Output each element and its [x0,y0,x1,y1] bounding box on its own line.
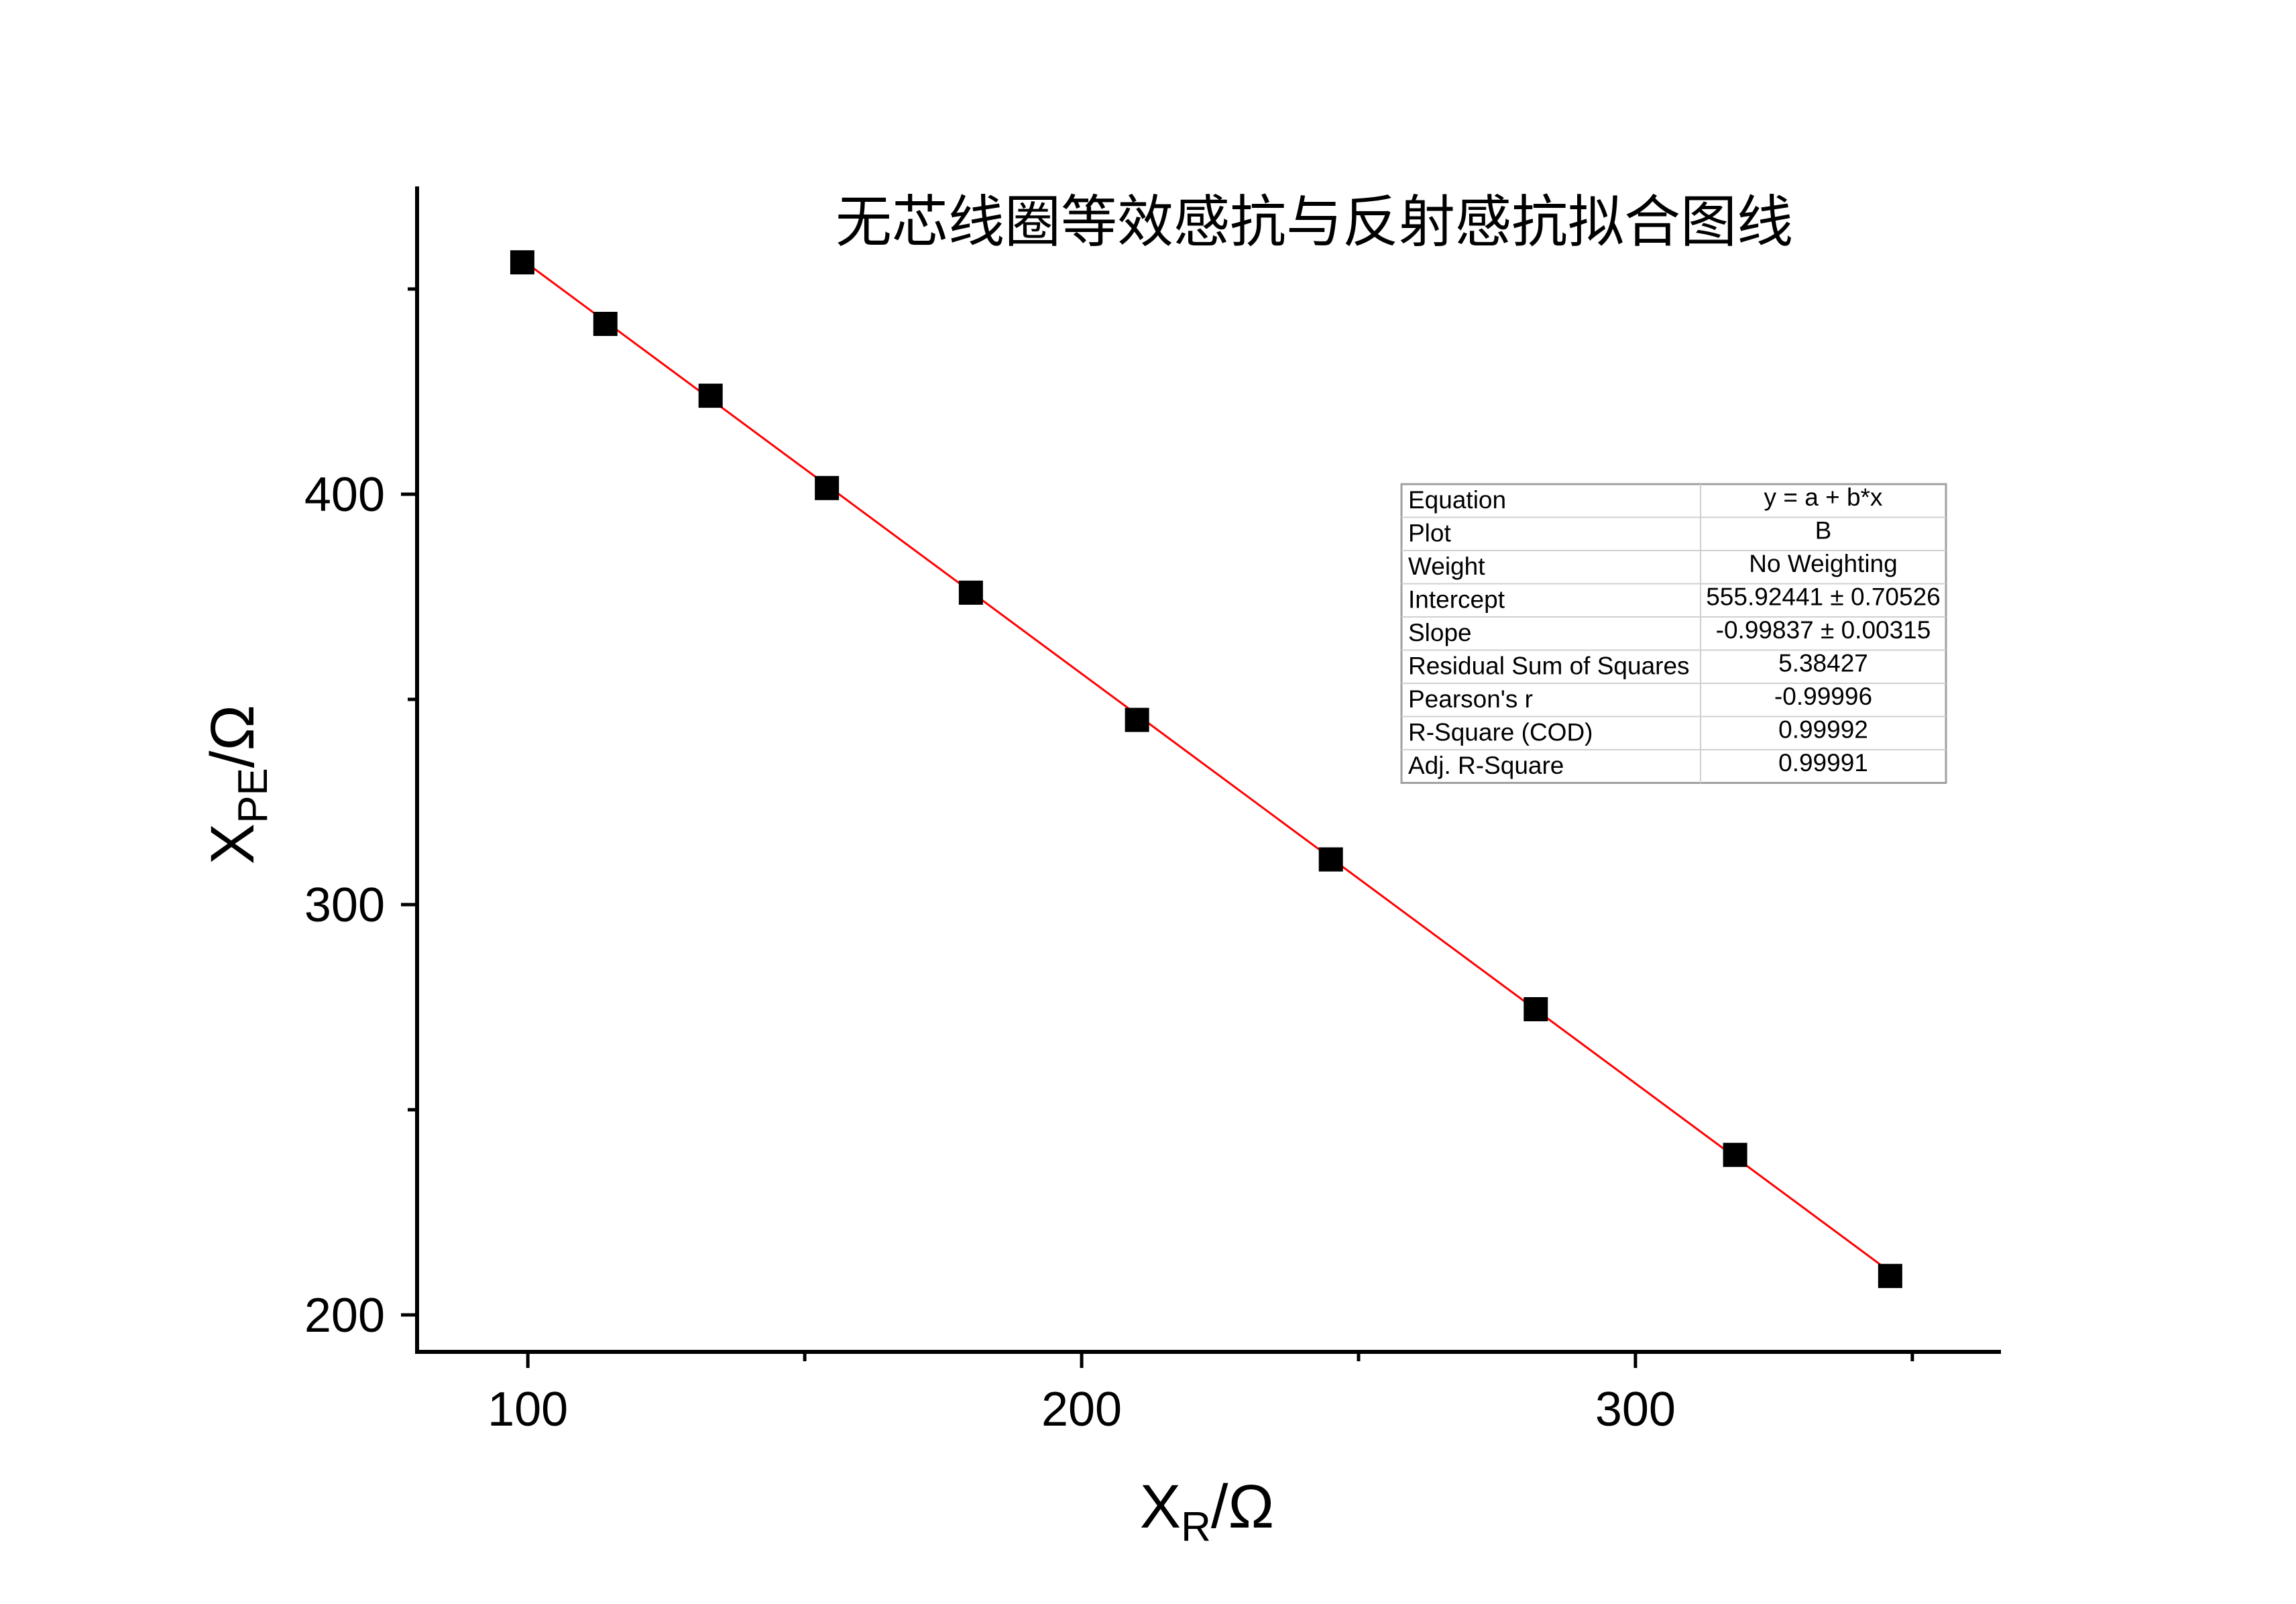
stats-value: B [1815,517,1832,545]
y-axis-title-unit: /Ω [198,705,267,768]
x-tick-label: 100 [487,1383,568,1436]
data-point [510,250,534,275]
x-tick-label: 200 [1041,1383,1122,1436]
stats-table-frame [1400,483,1947,784]
data-point [1878,1263,1902,1288]
y-tick-label: 300 [304,878,385,932]
x-axis-title-unit: /Ω [1211,1473,1274,1541]
stats-label: Weight [1408,553,1485,580]
x-axis-title-sub: R [1181,1504,1211,1550]
data-point [1723,1143,1747,1167]
fit-line [522,259,1891,1273]
stats-value: 5.38427 [1778,650,1868,677]
y-axis-title-sub: PE [230,768,276,823]
y-tick-label: 200 [304,1289,385,1342]
stats-value: 555.92441 ± 0.70526 [1706,583,1941,611]
stats-value: y = a + b*x [1764,483,1883,511]
x-tick-label: 300 [1595,1383,1676,1436]
data-point [958,580,983,605]
stats-value: No Weighting [1749,550,1897,577]
x-axis-title-main: X [1140,1473,1181,1541]
stats-label: R-Square (COD) [1408,719,1593,746]
data-point [1524,997,1548,1022]
stats-label: Slope [1408,619,1472,646]
chart-title: 无芯线圈等效感抗与反射感抗拟合图线 [836,189,1793,255]
stats-label: Pearson's r [1408,685,1533,713]
y-axis-title-main: X [198,823,267,864]
stats-label: Plot [1408,520,1451,547]
stats-value: 0.99991 [1778,749,1868,777]
data-point [1125,707,1149,732]
stats-label: Adj. R-Square [1408,752,1564,779]
x-axis-title: XR/Ω [1140,1473,1275,1550]
data-point [593,312,618,337]
stats-label: Equation [1408,486,1506,514]
data-point [698,384,723,408]
y-axis-title: XPE/Ω [198,705,276,864]
stats-value: 0.99992 [1778,716,1868,744]
stats-label: Intercept [1408,586,1505,614]
stats-value: -0.99996 [1774,683,1872,710]
fit-stats-table: Equation y = a + b*x Plot B Weight No Weighti… [1400,483,1947,784]
data-point [1318,847,1343,872]
stats-value: -0.99837 ± 0.00315 [1716,616,1931,644]
plot-area: 100 200 300 200 300 400 [304,186,2001,1436]
stats-label: Residual Sum of Squares [1408,652,1690,680]
y-tick-label: 400 [304,468,385,522]
data-point [815,475,840,500]
